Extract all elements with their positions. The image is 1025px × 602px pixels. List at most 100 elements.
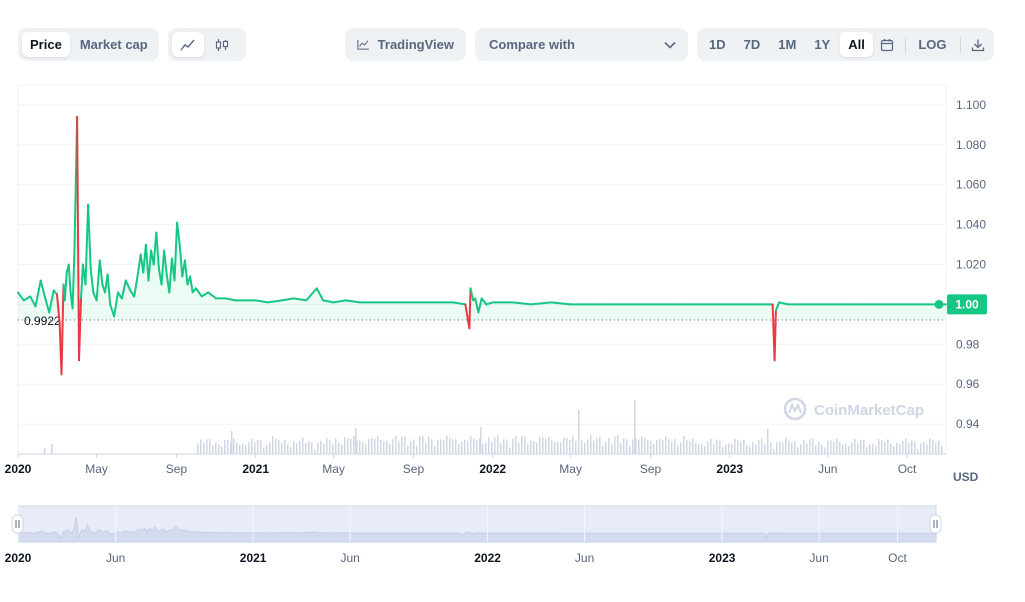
volume-bars	[44, 400, 943, 454]
volume-bar	[536, 442, 538, 454]
price-chart[interactable]: 0.9922 1.100 1.080 1.060 1.040 1.020 0.98 0.96…	[0, 80, 1025, 602]
metric-toggle: Price Market cap	[18, 28, 159, 61]
x-tick-label: 2021	[242, 462, 269, 476]
volume-bar	[533, 441, 535, 454]
range-1m[interactable]: 1M	[778, 37, 797, 52]
volume-bar	[524, 436, 526, 454]
volume-bar	[782, 442, 784, 454]
volume-bar	[530, 440, 532, 454]
volume-bar	[446, 435, 448, 454]
volume-bar	[437, 439, 439, 454]
price-segment	[178, 243, 184, 278]
price-segment	[322, 299, 335, 304]
x-tick-label: May	[85, 462, 108, 476]
volume-bar	[290, 447, 292, 454]
volume-bar	[416, 445, 418, 454]
volume-bar	[305, 442, 307, 454]
volume-bar	[440, 439, 442, 454]
candlestick-icon[interactable]	[206, 32, 238, 57]
line-chart-icon[interactable]	[172, 32, 204, 57]
volume-bar	[785, 438, 787, 454]
volume-bar	[629, 446, 631, 454]
volume-bar	[458, 443, 460, 454]
baseline-label: 0.9922	[24, 314, 61, 328]
compare-with-select[interactable]: Compare with	[475, 28, 688, 61]
volume-bar	[509, 447, 511, 454]
range-1y[interactable]: 1Y	[814, 37, 831, 52]
volume-bar	[791, 442, 793, 454]
range-navigator[interactable]: 2020 Jun 2021 Jun 2022 Jun 2023 Jun Oct	[5, 505, 942, 565]
volume-bar	[695, 443, 697, 454]
navigator-tick-label: 2022	[474, 551, 501, 565]
volume-bar	[278, 439, 280, 454]
price-tab[interactable]: Price	[22, 32, 70, 57]
calendar-icon[interactable]	[875, 32, 900, 57]
volume-bar	[224, 439, 226, 454]
navigator-handle-left[interactable]	[11, 514, 24, 534]
range-7d[interactable]: 7D	[743, 37, 761, 52]
price-segment	[29, 295, 37, 308]
x-axis: 2020 May Sep 2021 May Sep 2022 May Sep 2023 Jun Oct	[5, 453, 946, 476]
volume-bar	[44, 448, 46, 454]
y-tick-label: 0.96	[956, 377, 980, 391]
x-tick-label: Sep	[166, 462, 188, 476]
volume-bar	[584, 442, 586, 454]
volume-bar	[260, 440, 262, 454]
y-tick-label: 1.100	[956, 98, 986, 112]
volume-bar	[866, 446, 868, 454]
volume-bar	[809, 439, 811, 454]
volume-bar	[836, 438, 838, 454]
volume-bar	[932, 440, 934, 454]
volume-bar	[794, 441, 796, 454]
volume-bar	[827, 440, 829, 454]
coinmarketcap-logo-icon	[783, 397, 807, 421]
volume-bar	[452, 439, 454, 454]
navigator-handle-right[interactable]	[929, 514, 942, 534]
volume-bar	[881, 439, 883, 454]
volume-bar	[251, 438, 253, 454]
y-tick-label: 0.94	[956, 417, 980, 431]
volume-bar	[767, 429, 769, 454]
x-tick-label: Oct	[898, 462, 917, 476]
volume-bar	[497, 434, 499, 454]
volume-bar	[275, 438, 277, 454]
volume-bar	[233, 438, 235, 454]
y-tick-label: 0.98	[956, 337, 980, 351]
price-segment	[332, 299, 347, 304]
volume-bar	[554, 441, 556, 454]
log-scale-button[interactable]: LOG	[918, 37, 947, 52]
price-segment	[98, 259, 104, 286]
volume-bar	[572, 436, 574, 454]
volume-bar	[566, 437, 568, 454]
volume-bar	[650, 440, 652, 454]
volume-bar	[800, 444, 802, 454]
price-segment	[173, 221, 179, 282]
volume-bar	[395, 435, 397, 454]
tradingview-icon	[357, 39, 369, 50]
market-cap-tab[interactable]: Market cap	[79, 37, 148, 52]
volume-bar	[227, 439, 229, 454]
x-tick-label: 2022	[479, 462, 506, 476]
volume-bar	[254, 442, 256, 454]
watermark: CoinMarketCap	[783, 397, 924, 421]
volume-bar	[293, 441, 295, 454]
price-segment	[530, 301, 553, 306]
price-segment	[774, 301, 781, 312]
tradingview-button[interactable]: TradingView	[345, 28, 466, 61]
volume-bar	[485, 442, 487, 454]
volume-bar	[821, 444, 823, 454]
tradingview-label: TradingView	[377, 37, 454, 52]
volume-bar	[515, 435, 517, 454]
range-1d[interactable]: 1D	[709, 37, 726, 52]
volume-bar	[413, 439, 415, 454]
volume-bar	[377, 436, 379, 454]
download-icon[interactable]	[965, 32, 990, 57]
volume-bar	[935, 442, 937, 454]
volume-bar	[890, 443, 892, 454]
volume-bar	[380, 439, 382, 454]
volume-bar	[788, 440, 790, 454]
volume-bar	[581, 440, 583, 454]
volume-bar	[926, 443, 928, 454]
volume-bar	[197, 443, 199, 454]
range-all[interactable]: All	[840, 32, 873, 57]
